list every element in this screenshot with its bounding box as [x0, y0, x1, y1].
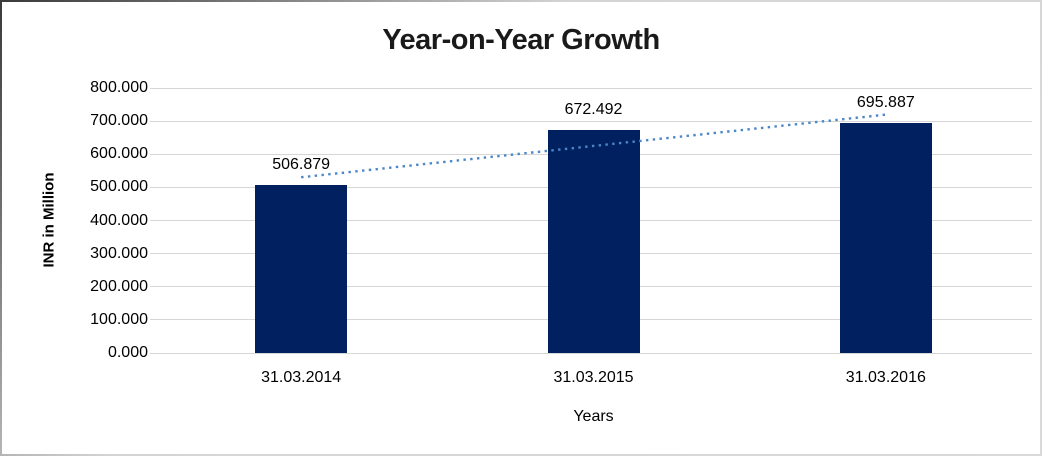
y-axis-tick-label: 400.000 — [90, 211, 148, 229]
y-axis-tick-label: 300.000 — [90, 244, 148, 262]
gridline — [150, 120, 1032, 122]
y-axis-tick-label: 600.000 — [90, 145, 148, 163]
x-axis-tick-label: 31.03.2015 — [553, 369, 634, 386]
gridline — [150, 87, 1032, 89]
data-label: 695.887 — [856, 93, 915, 111]
y-axis-tick-label: 800.000 — [90, 79, 148, 96]
y-axis-tick-label: 700.000 — [90, 112, 148, 130]
gridline — [150, 352, 1032, 354]
trendline[interactable] — [155, 88, 1032, 353]
y-axis-tick-label: 200.000 — [90, 277, 148, 295]
plot-area: 506.879 672.492 695.887 — [150, 87, 1032, 354]
bar-31.03.2015[interactable] — [547, 130, 640, 353]
data-label: 672.492 — [564, 101, 623, 119]
data-label: 506.879 — [272, 156, 331, 174]
x-axis-tick-label: 31.03.2016 — [845, 369, 926, 386]
bar-31.03.2014[interactable] — [255, 185, 348, 353]
y-axis-tick-label: 100.000 — [90, 310, 148, 328]
trendline-line[interactable] — [301, 113, 886, 179]
x-axis-tick-label: 31.03.2014 — [261, 369, 342, 386]
bar-31.03.2016[interactable] — [839, 122, 932, 353]
y-axis-tick-label: 500.000 — [90, 178, 148, 196]
y-axis-tick-label: 0.000 — [107, 344, 148, 361]
x-axis-title: Years — [573, 408, 614, 425]
chart-title: Year-on-Year Growth — [382, 24, 660, 56]
